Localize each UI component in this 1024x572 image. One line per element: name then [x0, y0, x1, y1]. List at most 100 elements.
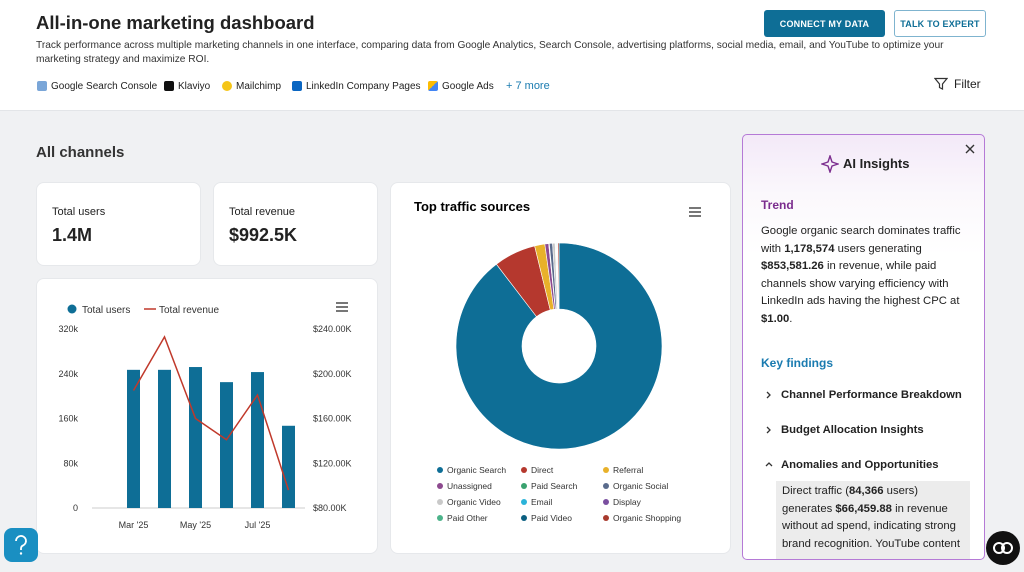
integration[interactable]: Klaviyo	[164, 79, 210, 93]
legend-label: Organic Video	[447, 497, 501, 507]
highlight: 1,178,574	[784, 242, 835, 255]
kpi-value: 1.4M	[52, 225, 93, 245]
integration-label: Google Ads	[442, 80, 494, 92]
y-tick-label: 80k	[63, 458, 78, 468]
help-button[interactable]	[4, 528, 38, 562]
page-title: All-in-one marketing dashboard	[36, 12, 315, 33]
y-tick-label: 0	[73, 503, 78, 513]
x-tick-label: May '25	[180, 520, 211, 530]
filter-icon	[934, 77, 948, 90]
more-link[interactable]: + 7 more	[506, 80, 550, 92]
trend-text: Google organic search dominates traffic …	[761, 223, 971, 328]
integration[interactable]: Google Ads	[428, 79, 494, 93]
chat-button[interactable]	[985, 530, 1021, 566]
menu-icon[interactable]	[336, 302, 348, 312]
bar	[251, 372, 264, 508]
y2-tick-label: $120.00K	[313, 458, 352, 468]
finding-item[interactable]: Anomalies and Opportunities	[781, 459, 939, 471]
legend-marker	[521, 515, 527, 521]
y-tick-label: 160k	[58, 414, 78, 424]
highlight: 84,366	[848, 485, 884, 497]
text-run: in revenue without ad spend, indicating …	[782, 502, 960, 550]
legend-marker	[437, 467, 443, 473]
legend-label: Organic Search	[447, 465, 506, 475]
x-tick-label: Jul '25	[245, 520, 271, 530]
legend-label: Unassigned	[447, 481, 492, 491]
x-tick-label: Mar '25	[119, 520, 149, 530]
bar	[282, 425, 295, 508]
chevron	[766, 426, 771, 434]
legend-marker	[603, 483, 609, 489]
legend-label: Referral	[613, 465, 643, 475]
legend-marker	[521, 499, 527, 505]
finding-item[interactable]: Channel Performance Breakdown	[781, 389, 962, 401]
legend-label: Paid Search	[531, 481, 578, 491]
integration-label: Mailchimp	[236, 80, 282, 92]
bar	[189, 367, 202, 508]
legend-label: Organic Shopping	[613, 513, 681, 523]
text-run: users generating	[834, 242, 922, 255]
legend-marker	[603, 499, 609, 505]
trend-title: Trend	[761, 198, 794, 212]
legend-label: Total users	[82, 305, 130, 316]
integration[interactable]: Google Search Console	[37, 79, 157, 93]
kpi-card: Total users 1.4M	[36, 182, 201, 266]
chart-title: Top traffic sources	[414, 199, 530, 214]
legend-label: Display	[613, 497, 642, 507]
donut-slice	[455, 242, 663, 450]
legend-label: Paid Video	[531, 513, 572, 523]
ai-insights-panel: AI Insights Trend Google organic search …	[742, 134, 985, 560]
chevron	[765, 462, 773, 467]
filter-button[interactable]: Filter	[934, 77, 981, 91]
y-tick-label: 240k	[58, 369, 78, 379]
donut-slice	[557, 242, 560, 310]
highlight: $853,581.26	[761, 260, 824, 272]
legend-marker	[437, 499, 443, 505]
legend-marker	[521, 467, 527, 473]
anomaly-text: Direct traffic (84,366 users) generates …	[776, 481, 970, 559]
legend-marker	[603, 515, 609, 521]
legend-marker	[437, 483, 443, 489]
integration[interactable]: LinkedIn Company Pages	[292, 79, 421, 93]
text-run: users) generates	[782, 485, 919, 515]
y-tick-label: 320k	[58, 324, 78, 334]
text-run: .	[789, 312, 793, 325]
close-button[interactable]	[965, 144, 975, 154]
menu-icon[interactable]	[689, 207, 701, 217]
legend-marker	[521, 483, 527, 489]
text-run: Google organic search dominates traffic …	[761, 225, 961, 255]
legend-label: Email	[531, 497, 552, 507]
legend-label: Paid Other	[447, 513, 488, 523]
header: All-in-one marketing dashboard Track per…	[0, 0, 1024, 111]
kpi-label: Total users	[52, 206, 106, 218]
y2-tick-label: $240.00K	[313, 324, 352, 334]
text-run: Direct traffic (	[782, 485, 849, 497]
kpi-card: Total revenue $992.5K	[213, 182, 378, 266]
sparkle-icon	[821, 155, 839, 173]
y2-tick-label: $200.00K	[313, 369, 352, 379]
legend-label: Organic Social	[613, 481, 668, 491]
integration[interactable]: Mailchimp	[222, 79, 281, 93]
bar	[220, 382, 233, 508]
text-run: in revenue, while paid channels show var…	[761, 260, 960, 307]
kpi-value: $992.5K	[229, 225, 298, 245]
y2-tick-label: $160.00K	[313, 414, 352, 424]
legend-label: Total revenue	[159, 305, 219, 316]
bar	[158, 369, 171, 508]
line	[132, 335, 290, 491]
kpi-label: Total revenue	[229, 206, 296, 218]
connect-button[interactable]: CONNECT MY DATA	[764, 10, 885, 37]
section-title: All channels	[36, 144, 125, 161]
integration-label: Google Search Console	[51, 80, 158, 92]
legend-marker	[437, 515, 443, 521]
finding-item[interactable]: Budget Allocation Insights	[781, 424, 924, 436]
expert-button[interactable]: TALK TO EXPERT	[894, 10, 986, 37]
highlight: $66,459.88	[835, 502, 892, 515]
chevron	[766, 391, 771, 399]
integration-label: LinkedIn Company Pages	[306, 80, 421, 92]
legend-marker	[603, 467, 609, 473]
description: Track performance across multiple market…	[36, 40, 944, 65]
integration-label: Klaviyo	[178, 80, 211, 92]
charts: Top traffic sources 0 80k 160k 240k 320k $80.…	[58, 199, 701, 530]
